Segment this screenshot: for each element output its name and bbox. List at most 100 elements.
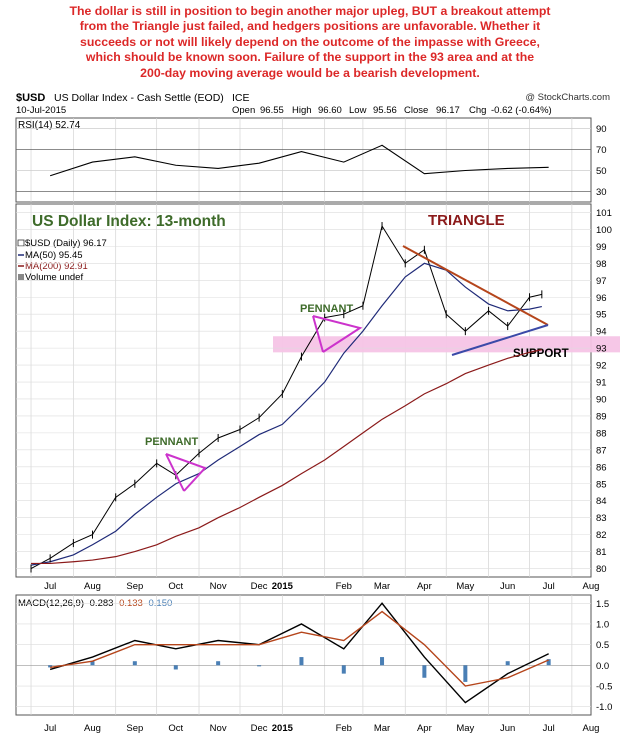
ma200-line <box>31 349 542 565</box>
open-label: Open <box>232 105 256 116</box>
price-tick-label: 85 <box>596 479 607 490</box>
rsi-tick-label: 70 <box>596 145 607 156</box>
x-tick-label: Aug <box>583 723 600 734</box>
price-tick-label: 80 <box>596 564 607 575</box>
chart-header: $USD US Dollar Index - Cash Settle (EOD)… <box>16 92 616 105</box>
low-label: Low <box>349 105 367 116</box>
chart-title: US Dollar Index: 13-month <box>32 213 226 230</box>
price-tick-label: 86 <box>596 462 607 473</box>
rsi-series <box>49 144 549 177</box>
x-tick-label: Jul <box>44 581 56 592</box>
stockcharts-credit: @ StockCharts.com <box>525 92 610 103</box>
x-tick-label: Apr <box>417 723 432 734</box>
price-tick-label: 98 <box>596 259 607 270</box>
legend-volume: Volume undef <box>25 272 83 283</box>
x-tick-label: Mar <box>374 723 390 734</box>
legend-ma200: MA(200) 92.91 <box>25 261 88 272</box>
macd-histogram-bar <box>380 657 385 666</box>
rsi-panel <box>15 117 592 203</box>
pennant-label-upper: PENNANT <box>300 303 353 315</box>
pattern-annotations <box>165 245 549 492</box>
x-tick-label: 2015 <box>272 581 294 592</box>
exchange: ICE <box>232 92 250 104</box>
macd-histogram-bar <box>422 665 427 678</box>
macd-series <box>48 602 551 704</box>
x-tick-label: Sep <box>126 723 143 734</box>
x-tick-label: Jul <box>44 723 56 734</box>
ohlc-row: 10-Jul-2015 Open 96.55 High 96.60 Low 95… <box>16 105 616 118</box>
macd-line <box>49 602 549 704</box>
macd-tick-label: 1.5 <box>596 599 609 610</box>
open-value: 96.55 <box>260 105 284 116</box>
rsi-yaxis: 90 70 50 30 <box>16 124 607 198</box>
macd-histogram-bar <box>90 661 95 666</box>
macd-tick-label: 0.5 <box>596 640 609 651</box>
index-name: US Dollar Index - Cash Settle (EOD) <box>54 92 224 104</box>
macd-histogram-bar <box>299 657 304 666</box>
price-tick-label: 96 <box>596 293 607 304</box>
legend-ma50: MA(50) 95.45 <box>25 250 83 261</box>
legend-volume-icon <box>18 274 24 280</box>
price-tick-label: 82 <box>596 530 607 541</box>
commentary-line: The dollar is still in position to begin… <box>69 4 551 18</box>
macd-histogram-bar <box>173 665 178 670</box>
price-tick-label: 88 <box>596 428 607 439</box>
price-tick-label: 81 <box>596 547 607 558</box>
commentary-line: which should be known soon. Failure of t… <box>85 50 535 65</box>
x-tick-label: Aug <box>84 581 101 592</box>
gridlines <box>30 118 573 715</box>
x-tick-label: Dec <box>251 723 268 734</box>
macd-tick-label: 0.0 <box>596 661 609 672</box>
high-label: High <box>292 105 312 116</box>
price-tick-label: 99 <box>596 242 607 253</box>
low-value: 95.56 <box>373 105 397 116</box>
legend-usd: $USD (Daily) 96.17 <box>25 238 107 249</box>
rsi-line <box>49 144 549 177</box>
x-tick-label: Feb <box>336 723 352 734</box>
chart-date: 10-Jul-2015 <box>16 105 67 116</box>
x-tick-label: Jun <box>500 723 515 734</box>
macd-histogram-bar <box>546 659 551 666</box>
price-legend: $USD (Daily) 96.17 MA(50) 95.45 MA(200) … <box>17 238 107 283</box>
triangle-label: TRIANGLE <box>428 212 505 229</box>
chg-label: Chg <box>469 105 487 116</box>
triangle-lower-line <box>451 324 549 356</box>
price-tick-label: 93 <box>596 344 607 355</box>
commentary-line: from the Triangle just failed, and hedge… <box>79 19 541 34</box>
macd-histogram-bar <box>341 665 346 674</box>
commentary-line: succeeds or not will likely depend on th… <box>80 34 540 49</box>
price-tick-label: 90 <box>596 394 607 405</box>
macd-signal-line <box>50 610 549 687</box>
price-series <box>30 222 543 573</box>
rsi-tick-label: 90 <box>596 124 607 135</box>
x-tick-label: 2015 <box>272 723 294 734</box>
price-tick-label: 100 <box>596 225 612 236</box>
x-tick-label: Nov <box>210 723 227 734</box>
macd-yaxis: 1.5 1.0 0.5 0.0 -0.5 -1.0 <box>16 599 612 713</box>
legend-bar-icon <box>17 239 25 247</box>
x-tick-label: Apr <box>417 581 432 592</box>
x-tick-label: Dec <box>251 581 268 592</box>
price-tick-label: 91 <box>596 378 607 389</box>
symbol: $USD <box>16 92 46 104</box>
high-value: 96.60 <box>318 105 342 116</box>
macd-panel <box>15 594 592 716</box>
x-tick-label: Feb <box>336 581 352 592</box>
x-tick-label: Aug <box>583 581 600 592</box>
triangle-upper-line <box>402 245 549 326</box>
x-tick-label: May <box>456 723 474 734</box>
macd-histogram-bar <box>48 665 53 668</box>
usd-price-line <box>30 224 542 569</box>
x-tick-label: Sep <box>126 581 143 592</box>
close-label: Close <box>404 105 429 116</box>
macd-tick-label: 1.0 <box>596 619 609 630</box>
macd-tick-label: -0.5 <box>596 682 612 693</box>
macd-tick-label: -1.0 <box>596 702 612 713</box>
x-axis: Jul Jul Aug Aug Sep Sep Oct Oct Nov Nov Dec Dec 2015… <box>44 581 599 734</box>
x-tick-label: Jul <box>543 581 555 592</box>
price-tick-label: 89 <box>596 411 607 422</box>
price-tick-label: 83 <box>596 513 607 524</box>
commentary-line: 200-day moving average would be a bearis… <box>140 65 480 80</box>
price-tick-label: 101 <box>596 208 612 219</box>
